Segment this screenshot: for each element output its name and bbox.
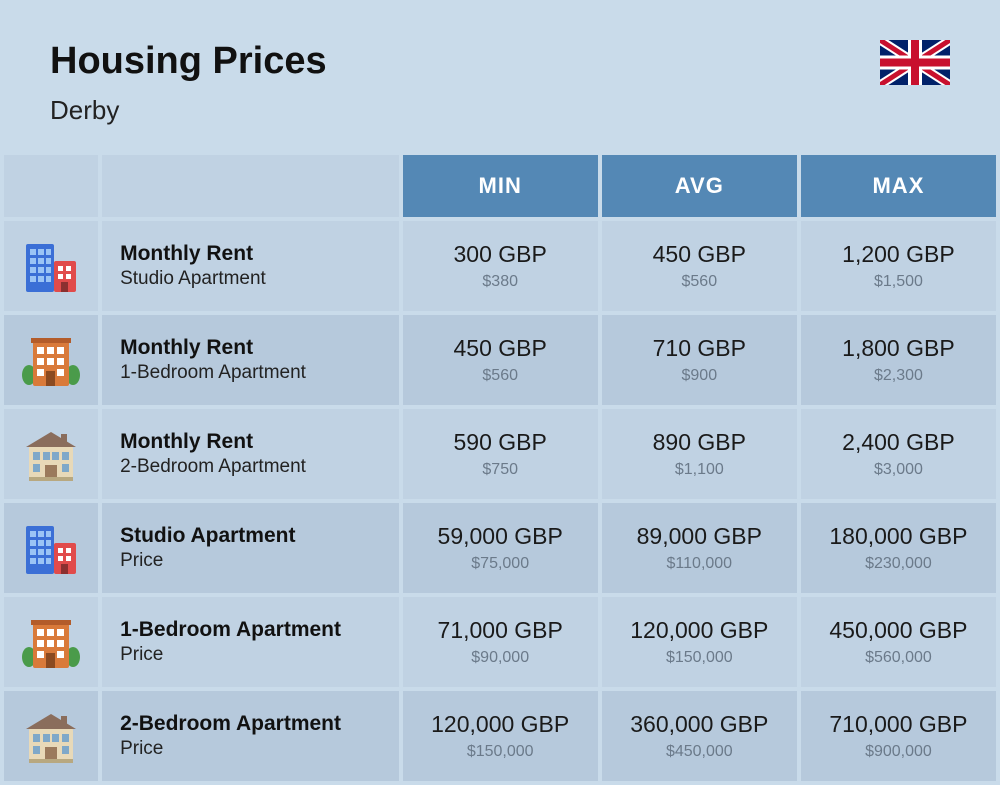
brick-apartment-icon	[4, 597, 98, 687]
townhouse-icon	[4, 691, 98, 781]
value-secondary: $560,000	[809, 648, 988, 669]
value-primary: 450 GBP	[411, 334, 590, 364]
cell-min: 590 GBP$750	[403, 409, 598, 499]
cell-max: 450,000 GBP$560,000	[801, 597, 996, 687]
row-label-title: Monthly Rent	[120, 428, 391, 455]
table-row: Monthly Rent1-Bedroom Apartment450 GBP$5…	[4, 315, 996, 405]
table-row: 2-Bedroom ApartmentPrice120,000 GBP$150,…	[4, 691, 996, 781]
table-row: Monthly Rent2-Bedroom Apartment590 GBP$7…	[4, 409, 996, 499]
city-buildings-icon	[4, 221, 98, 311]
value-primary: 890 GBP	[610, 428, 789, 458]
value-primary: 180,000 GBP	[809, 522, 988, 552]
value-secondary: $450,000	[610, 742, 789, 763]
value-secondary: $900,000	[809, 742, 988, 763]
row-label: Monthly RentStudio Apartment	[102, 221, 399, 311]
value-secondary: $150,000	[610, 648, 789, 669]
row-label-title: Studio Apartment	[120, 522, 391, 549]
title-block: Housing Prices Derby	[50, 40, 327, 126]
value-primary: 120,000 GBP	[610, 616, 789, 646]
header-blank-icon	[4, 155, 98, 217]
value-primary: 450,000 GBP	[809, 616, 988, 646]
row-label: Monthly Rent1-Bedroom Apartment	[102, 315, 399, 405]
city-buildings-icon	[4, 503, 98, 593]
value-primary: 1,200 GBP	[809, 240, 988, 270]
cell-min: 300 GBP$380	[403, 221, 598, 311]
row-label: 1-Bedroom ApartmentPrice	[102, 597, 399, 687]
row-label: Studio ApartmentPrice	[102, 503, 399, 593]
value-secondary: $75,000	[411, 554, 590, 575]
value-secondary: $380	[411, 272, 590, 293]
cell-min: 71,000 GBP$90,000	[403, 597, 598, 687]
value-primary: 590 GBP	[411, 428, 590, 458]
value-secondary: $90,000	[411, 648, 590, 669]
cell-avg: 120,000 GBP$150,000	[602, 597, 797, 687]
value-secondary: $2,300	[809, 366, 988, 387]
row-label-sub: Studio Apartment	[120, 267, 391, 292]
table-row: 1-Bedroom ApartmentPrice71,000 GBP$90,00…	[4, 597, 996, 687]
cell-min: 59,000 GBP$75,000	[403, 503, 598, 593]
page-header: Housing Prices Derby	[0, 0, 1000, 151]
value-primary: 360,000 GBP	[610, 710, 789, 740]
value-primary: 710 GBP	[610, 334, 789, 364]
table-header-row: MIN AVG MAX	[4, 155, 996, 217]
row-label: 2-Bedroom ApartmentPrice	[102, 691, 399, 781]
row-label: Monthly Rent2-Bedroom Apartment	[102, 409, 399, 499]
cell-max: 710,000 GBP$900,000	[801, 691, 996, 781]
value-primary: 450 GBP	[610, 240, 789, 270]
value-secondary: $110,000	[610, 554, 789, 575]
page-subtitle: Derby	[50, 95, 327, 126]
value-primary: 120,000 GBP	[411, 710, 590, 740]
column-header-max: MAX	[801, 155, 996, 217]
row-label-title: Monthly Rent	[120, 240, 391, 267]
cell-min: 120,000 GBP$150,000	[403, 691, 598, 781]
cell-max: 2,400 GBP$3,000	[801, 409, 996, 499]
row-label-sub: Price	[120, 643, 391, 668]
cell-max: 1,200 GBP$1,500	[801, 221, 996, 311]
cell-avg: 360,000 GBP$450,000	[602, 691, 797, 781]
value-secondary: $230,000	[809, 554, 988, 575]
row-label-title: 2-Bedroom Apartment	[120, 710, 391, 737]
cell-avg: 710 GBP$900	[602, 315, 797, 405]
row-label-sub: 1-Bedroom Apartment	[120, 361, 391, 386]
value-secondary: $750	[411, 460, 590, 481]
uk-flag-icon	[880, 40, 950, 90]
value-primary: 2,400 GBP	[809, 428, 988, 458]
row-label-sub: Price	[120, 737, 391, 762]
value-secondary: $900	[610, 366, 789, 387]
value-primary: 300 GBP	[411, 240, 590, 270]
value-primary: 89,000 GBP	[610, 522, 789, 552]
column-header-avg: AVG	[602, 155, 797, 217]
row-label-sub: Price	[120, 549, 391, 574]
row-label-title: 1-Bedroom Apartment	[120, 616, 391, 643]
cell-avg: 89,000 GBP$110,000	[602, 503, 797, 593]
value-secondary: $1,500	[809, 272, 988, 293]
header-blank-label	[102, 155, 399, 217]
table-row: Monthly RentStudio Apartment300 GBP$3804…	[4, 221, 996, 311]
table-row: Studio ApartmentPrice59,000 GBP$75,00089…	[4, 503, 996, 593]
brick-apartment-icon	[4, 315, 98, 405]
townhouse-icon	[4, 409, 98, 499]
cell-avg: 450 GBP$560	[602, 221, 797, 311]
pricing-table: MIN AVG MAX Monthly RentStudio Apartment…	[0, 151, 1000, 785]
value-primary: 59,000 GBP	[411, 522, 590, 552]
cell-max: 180,000 GBP$230,000	[801, 503, 996, 593]
value-secondary: $1,100	[610, 460, 789, 481]
value-primary: 1,800 GBP	[809, 334, 988, 364]
value-secondary: $3,000	[809, 460, 988, 481]
value-secondary: $560	[411, 366, 590, 387]
value-primary: 71,000 GBP	[411, 616, 590, 646]
cell-max: 1,800 GBP$2,300	[801, 315, 996, 405]
page-title: Housing Prices	[50, 40, 327, 83]
value-secondary: $560	[610, 272, 789, 293]
value-secondary: $150,000	[411, 742, 590, 763]
cell-avg: 890 GBP$1,100	[602, 409, 797, 499]
row-label-title: Monthly Rent	[120, 334, 391, 361]
row-label-sub: 2-Bedroom Apartment	[120, 455, 391, 480]
value-primary: 710,000 GBP	[809, 710, 988, 740]
cell-min: 450 GBP$560	[403, 315, 598, 405]
column-header-min: MIN	[403, 155, 598, 217]
